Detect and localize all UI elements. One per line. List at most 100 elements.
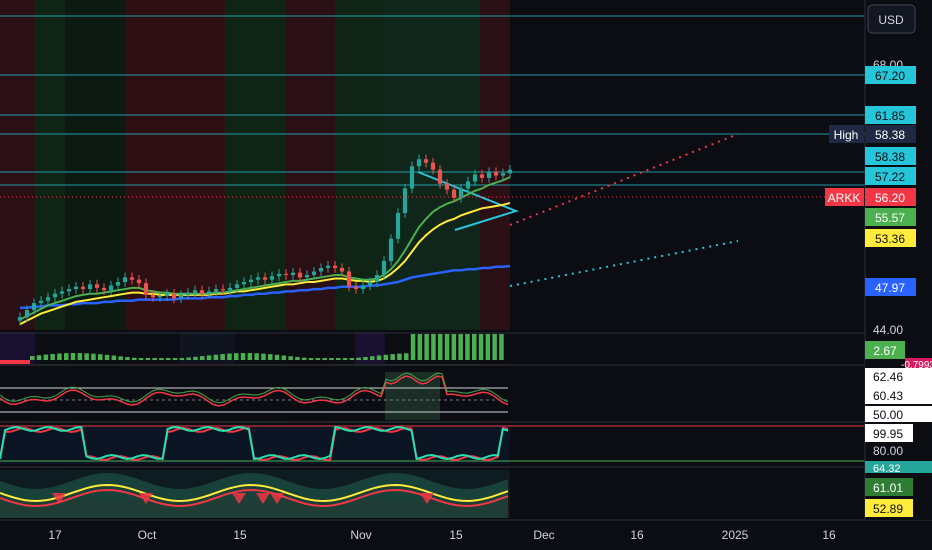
candle <box>199 290 205 294</box>
candle <box>353 286 359 290</box>
candle <box>241 282 247 285</box>
momentum-bar <box>220 354 225 360</box>
currency-selector[interactable] <box>867 4 916 34</box>
x-tick: 17 <box>48 528 62 542</box>
osc-value: 61.01 <box>873 481 903 495</box>
candle <box>332 265 338 268</box>
candle <box>157 296 163 298</box>
candle <box>45 297 51 301</box>
symbol-label: ARKK <box>828 191 861 205</box>
triangle-pattern[interactable] <box>417 171 519 231</box>
momentum-bar <box>145 358 151 360</box>
price-tag-last: 56.20 <box>875 191 905 205</box>
price-tag-high: 58.38 <box>875 128 905 142</box>
candle <box>143 283 149 295</box>
time-axis[interactable]: 17 Oct 15 Nov 15 Dec 16 2025 16 <box>0 519 932 550</box>
price-tag-ema-blue: 47.97 <box>875 281 905 295</box>
momentum-bar <box>240 353 246 360</box>
momentum-bar <box>417 334 423 360</box>
candle <box>423 159 429 163</box>
stoch-value: 99.95 <box>873 427 903 441</box>
x-tick: 16 <box>822 528 836 542</box>
candle <box>276 273 282 277</box>
momentum-bar <box>213 354 219 360</box>
momentum-bar <box>322 358 327 360</box>
candle <box>339 268 345 272</box>
momentum-bar <box>91 353 96 360</box>
momentum-bar <box>281 355 287 360</box>
momentum-pane <box>0 330 865 364</box>
momentum-bar <box>288 356 293 360</box>
momentum-bar <box>397 353 402 360</box>
candle <box>409 166 415 189</box>
momentum-value: -0.7993 <box>901 360 932 371</box>
candle <box>479 174 485 178</box>
candle <box>290 272 296 276</box>
price-tag-ema-yellow: 53.36 <box>875 232 905 246</box>
momentum-bar <box>159 358 164 360</box>
momentum-bar <box>472 334 477 360</box>
axis-label: 44.00 <box>873 323 903 337</box>
momentum-bar <box>410 334 416 360</box>
momentum-bar <box>376 355 382 360</box>
momentum-bar <box>329 358 334 360</box>
momentum-bar <box>50 353 55 360</box>
candle <box>122 277 128 283</box>
candle <box>395 213 401 239</box>
candle <box>59 291 65 294</box>
oscillator-pane <box>0 468 865 520</box>
momentum-bar <box>172 358 178 360</box>
momentum-bar <box>84 353 89 360</box>
momentum-bar <box>302 357 307 360</box>
candle <box>297 272 303 278</box>
candle <box>31 303 37 311</box>
momentum-bar <box>492 334 497 360</box>
candle <box>507 169 513 174</box>
candle <box>416 159 422 167</box>
momentum-bar <box>363 356 368 360</box>
momentum-bar <box>30 356 35 360</box>
candle <box>185 292 191 295</box>
momentum-bar <box>125 357 130 360</box>
candle <box>73 286 79 290</box>
candle <box>500 173 506 176</box>
momentum-bar <box>70 353 76 360</box>
momentum-bar <box>349 358 355 360</box>
osc-value: 52.89 <box>873 502 903 516</box>
candle <box>24 310 30 318</box>
momentum-bar <box>370 356 375 360</box>
momentum-bar <box>227 353 232 360</box>
momentum-bar <box>274 354 280 360</box>
momentum-bar <box>383 354 389 360</box>
ema-yellow-line <box>19 202 511 326</box>
candle <box>402 188 408 214</box>
momentum-bar <box>186 357 191 360</box>
momentum-bar <box>315 358 321 360</box>
projection-red-dotted <box>509 133 739 226</box>
candle <box>458 188 464 198</box>
candle <box>108 285 114 291</box>
x-tick: 16 <box>630 528 644 542</box>
price-tag-level: 58.38 <box>875 150 905 164</box>
momentum-bar <box>336 358 341 360</box>
price-axis[interactable]: USD 68.00 44.00 67.20 61.85 High 58.38 5… <box>825 0 932 520</box>
rsi-pane <box>0 366 865 421</box>
candle <box>66 289 72 292</box>
candle <box>318 268 324 272</box>
momentum-bar <box>118 356 123 360</box>
momentum-bar <box>200 356 205 360</box>
candle <box>465 181 471 189</box>
momentum-bar <box>458 334 463 360</box>
candle <box>136 279 142 284</box>
candle <box>150 294 156 298</box>
momentum-bar <box>451 334 457 360</box>
momentum-bar <box>234 353 239 360</box>
candle <box>311 271 317 276</box>
momentum-bar <box>98 354 103 360</box>
candle <box>430 162 436 170</box>
momentum-bar <box>36 355 42 360</box>
candle <box>52 293 58 298</box>
momentum-bar <box>64 353 69 360</box>
candle <box>164 293 170 297</box>
